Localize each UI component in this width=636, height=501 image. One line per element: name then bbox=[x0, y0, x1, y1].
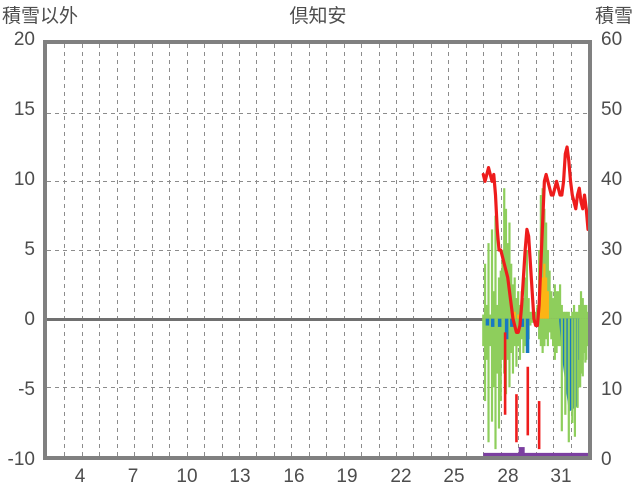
right-axis-title: 積雪 bbox=[594, 6, 633, 27]
x-axis-tick-19: 19 bbox=[336, 466, 358, 487]
y-axis-left-tick-2: 10 bbox=[13, 169, 35, 190]
x-axis-tick-13: 13 bbox=[229, 466, 251, 487]
x-axis-tick-16: 16 bbox=[283, 466, 305, 487]
snow-depth-line bbox=[481, 145, 588, 334]
y-axis-left-tick-5: -5 bbox=[18, 379, 35, 400]
y-axis-right-tick-5: 10 bbox=[601, 379, 623, 400]
y-axis-left-tick-3: 5 bbox=[24, 239, 35, 260]
x-axis-tick-22: 22 bbox=[390, 466, 412, 487]
y-axis-left-tick-0: 20 bbox=[13, 29, 35, 50]
chart-title: 倶知安 bbox=[289, 6, 347, 27]
y-axis-right-tick-1: 50 bbox=[601, 99, 623, 120]
purple-marker bbox=[518, 447, 525, 456]
x-axis-tick-28: 28 bbox=[497, 466, 519, 487]
y-axis-left-tick-1: 15 bbox=[13, 99, 35, 120]
y-axis-right-tick-6: 0 bbox=[601, 449, 612, 470]
chart-svg bbox=[47, 44, 588, 456]
y-axis-right-tick-0: 60 bbox=[601, 29, 623, 50]
y-axis-right-tick-3: 30 bbox=[601, 239, 623, 260]
x-axis-tick-7: 7 bbox=[127, 466, 139, 487]
y-axis-right-tick-4: 20 bbox=[601, 309, 623, 330]
left-axis-title: 積雪以外 bbox=[2, 6, 79, 27]
x-axis-tick-10: 10 bbox=[176, 466, 198, 487]
y-axis-right-tick-2: 40 bbox=[601, 169, 623, 190]
y-axis-left-tick-4: 0 bbox=[24, 309, 35, 330]
x-axis-tick-4: 4 bbox=[74, 466, 86, 487]
y-axis-left-tick-6: -10 bbox=[7, 449, 35, 470]
plot-canvas bbox=[47, 44, 588, 456]
plot-area bbox=[43, 40, 592, 460]
x-axis-tick-31: 31 bbox=[550, 466, 572, 487]
x-axis-tick-25: 25 bbox=[443, 466, 465, 487]
